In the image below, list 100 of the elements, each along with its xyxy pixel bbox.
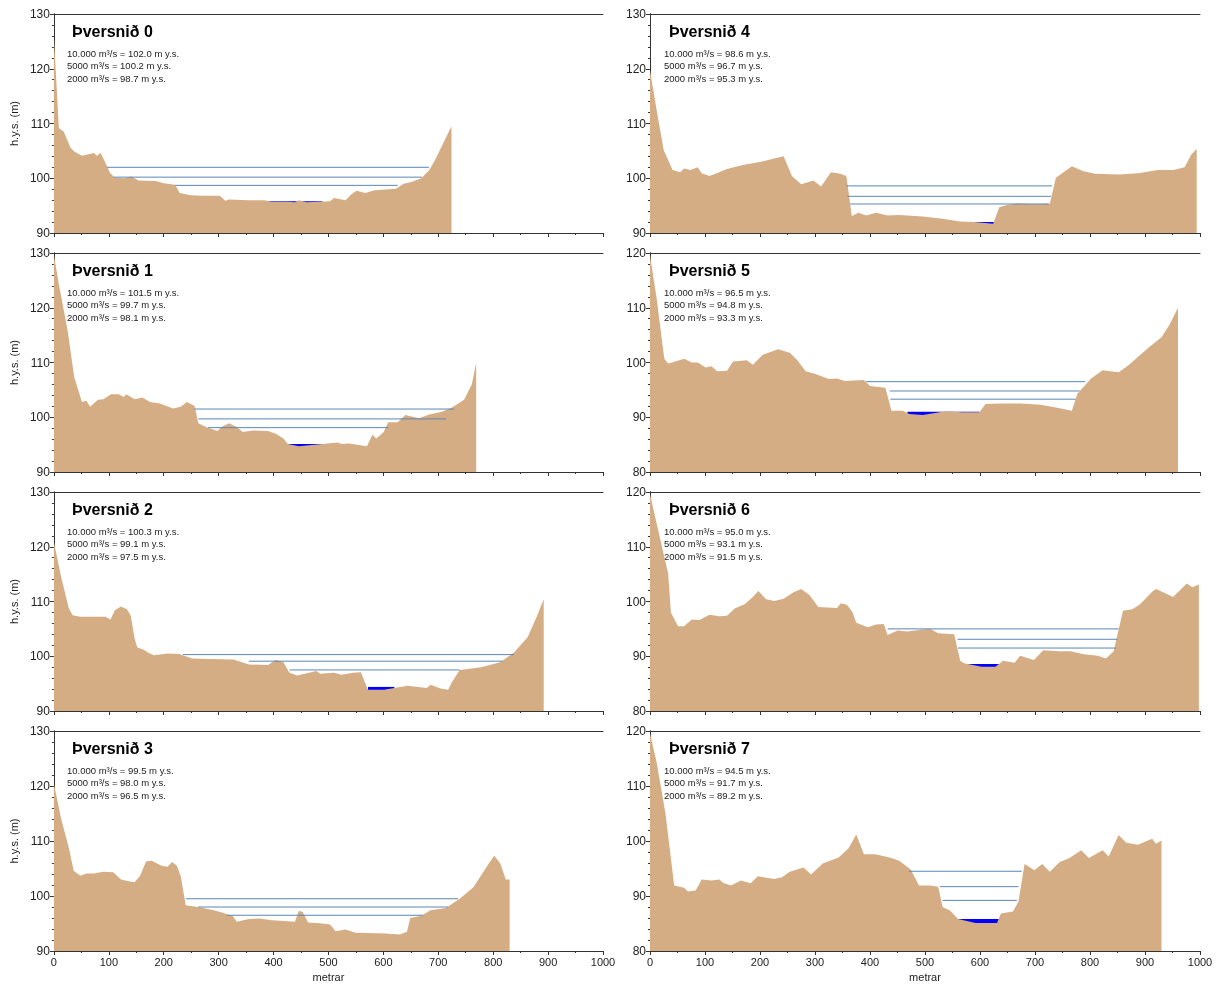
x-tick-label: 1000 xyxy=(590,955,616,968)
y-tick-label: 110 xyxy=(30,355,51,370)
y-tick-label: 90 xyxy=(632,889,647,903)
y-tick-label: 130 xyxy=(625,7,647,21)
x-tick-label: 700 xyxy=(1025,955,1045,968)
annotation: 10.000 m³/s = 100.3 m y.s. xyxy=(67,525,180,537)
y-tick-label: 100 xyxy=(29,889,51,903)
annotation: 2000 m³/s = 95.3 m y.s. xyxy=(664,72,763,84)
y-tick-label: 100 xyxy=(625,834,647,848)
y-tick-label: 120 xyxy=(29,61,51,76)
y-tick-label: 130 xyxy=(29,246,51,260)
annotation: 5000 m³/s = 99.1 m y.s. xyxy=(67,538,166,549)
x-axis-title: metrar xyxy=(909,971,942,984)
text: Þversnið 5 xyxy=(669,261,751,279)
x-tick-label: 800 xyxy=(1080,955,1100,968)
x-tick-label: 600 xyxy=(970,955,990,968)
x-tick-label: 0 xyxy=(646,955,654,968)
x-tick-label: 500 xyxy=(319,955,338,968)
x-tick-label: 400 xyxy=(860,955,880,968)
y-tick-label: 100 xyxy=(29,649,51,664)
y-tick-label: 120 xyxy=(625,246,647,260)
y-tick-label: 110 xyxy=(30,594,51,609)
y-tick-label: 80 xyxy=(632,704,647,718)
y-tick-label: 120 xyxy=(29,300,51,315)
annotation: 5000 m³/s = 99.7 m y.s. xyxy=(67,299,166,310)
x-tick-label: 900 xyxy=(1135,955,1155,968)
x-tick-label: 100 xyxy=(99,955,119,968)
y-tick-label: 130 xyxy=(29,485,51,499)
x-tick-label: 900 xyxy=(538,955,558,968)
annotation: 2000 m³/s = 89.2 m y.s. xyxy=(664,789,763,801)
annotation: 5000 m³/s = 96.7 m y.s. xyxy=(664,60,763,71)
y-tick-label: 90 xyxy=(632,226,647,240)
x-tick-label: 800 xyxy=(484,955,503,968)
annotation: 2000 m³/s = 98.1 m y.s. xyxy=(67,311,166,323)
y-axis-title: h.y.s. (m) xyxy=(7,100,20,147)
y-tick-label: 110 xyxy=(30,116,51,131)
y-axis-title: h.y.s. (m) xyxy=(7,339,20,386)
x-tick-label: 600 xyxy=(374,955,393,968)
y-axis-title: h.y.s. (m) xyxy=(7,818,20,864)
x-tick-label: 0 xyxy=(50,955,57,968)
x-tick-label: 300 xyxy=(805,955,825,968)
x-axis-title: metrar xyxy=(312,971,345,984)
annotation: 2000 m³/s = 97.5 m y.s. xyxy=(67,550,166,562)
x-tick-label: 200 xyxy=(154,955,173,968)
y-tick-label: 120 xyxy=(625,61,647,76)
y-tick-label: 100 xyxy=(625,171,647,186)
x-tick-label: 1000 xyxy=(1187,955,1213,968)
y-tick-label: 80 xyxy=(632,944,647,958)
annotation: 10.000 m³/s = 95.0 m y.s. xyxy=(664,525,771,537)
y-tick-label: 80 xyxy=(632,465,647,479)
x-tick-label: 700 xyxy=(429,955,448,968)
annotation: 10.000 m³/s = 99.5 m y.s. xyxy=(67,764,174,776)
y-tick-label: 110 xyxy=(626,779,647,793)
annotation: 2000 m³/s = 98.7 m y.s. xyxy=(67,72,166,84)
y-tick-label: 110 xyxy=(626,539,647,554)
y-tick-label: 110 xyxy=(626,300,647,315)
y-tick-label: 90 xyxy=(36,226,51,240)
x-tick-label: 300 xyxy=(209,955,228,968)
annotation: 10.000 m³/s = 102.0 m y.s. xyxy=(67,47,180,59)
y-axis-title: h.y.s. (m) xyxy=(7,578,20,625)
x-tick-label: 400 xyxy=(264,955,283,968)
annotation: 10.000 m³/s = 94.5 m y.s. xyxy=(664,764,771,776)
text: Þversnið 4 xyxy=(669,22,751,40)
annotation: 10.000 m³/s = 98.6 m y.s. xyxy=(664,47,771,59)
y-tick-label: 90 xyxy=(36,704,51,718)
y-tick-label: 90 xyxy=(632,410,647,425)
text: Þversnið 2 xyxy=(72,500,154,518)
x-tick-label: 200 xyxy=(750,955,770,968)
text: Þversnið 0 xyxy=(72,22,154,40)
y-tick-label: 130 xyxy=(29,724,51,738)
annotation: 2000 m³/s = 91.5 m y.s. xyxy=(664,550,763,562)
y-tick-label: 120 xyxy=(29,779,51,793)
annotation: 10.000 m³/s = 96.5 m y.s. xyxy=(664,286,771,298)
y-tick-label: 90 xyxy=(36,465,51,479)
annotation: 5000 m³/s = 94.8 m y.s. xyxy=(664,299,763,310)
y-tick-label: 90 xyxy=(632,649,647,664)
annotation: 5000 m³/s = 93.1 m y.s. xyxy=(664,538,763,549)
annotation: 5000 m³/s = 98.0 m y.s. xyxy=(67,777,166,788)
text: Þversnið 7 xyxy=(669,739,751,757)
annotation: 5000 m³/s = 91.7 m y.s. xyxy=(664,777,763,788)
y-tick-label: 120 xyxy=(29,539,51,554)
y-tick-label: 120 xyxy=(625,485,647,499)
y-tick-label: 100 xyxy=(625,355,647,370)
text: Þversnið 6 xyxy=(669,500,751,518)
y-tick-label: 110 xyxy=(30,834,51,848)
y-tick-label: 90 xyxy=(36,944,51,958)
y-tick-label: 120 xyxy=(625,724,647,738)
y-tick-label: 100 xyxy=(29,171,51,186)
y-tick-label: 130 xyxy=(29,7,51,21)
annotation: 5000 m³/s = 100.2 m y.s. xyxy=(67,60,172,71)
y-tick-label: 100 xyxy=(625,594,647,609)
y-tick-label: 110 xyxy=(626,116,647,131)
x-tick-label: 100 xyxy=(695,955,715,968)
y-tick-label: 100 xyxy=(29,410,51,425)
annotation: 10.000 m³/s = 101.5 m y.s. xyxy=(67,286,180,298)
text: Þversnið 3 xyxy=(72,739,154,757)
text: Þversnið 1 xyxy=(72,261,154,279)
x-tick-label: 500 xyxy=(915,955,935,968)
annotation: 2000 m³/s = 96.5 m y.s. xyxy=(67,789,166,801)
annotation: 2000 m³/s = 93.3 m y.s. xyxy=(664,311,763,323)
